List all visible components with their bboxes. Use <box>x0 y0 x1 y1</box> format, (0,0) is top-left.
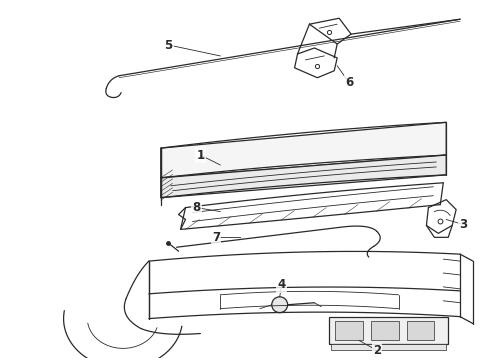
Circle shape <box>272 297 288 313</box>
Polygon shape <box>161 122 446 178</box>
Text: 4: 4 <box>277 278 286 291</box>
Text: 7: 7 <box>212 231 220 244</box>
Text: 6: 6 <box>345 76 353 89</box>
Text: 5: 5 <box>165 39 173 51</box>
Text: 2: 2 <box>373 344 381 357</box>
Bar <box>335 321 363 341</box>
Text: 8: 8 <box>192 201 200 214</box>
Bar <box>371 321 399 341</box>
Bar <box>329 317 448 345</box>
Polygon shape <box>161 155 446 198</box>
Bar <box>407 321 434 341</box>
Text: 1: 1 <box>196 149 204 162</box>
Bar <box>331 345 446 350</box>
Text: 3: 3 <box>459 218 467 231</box>
